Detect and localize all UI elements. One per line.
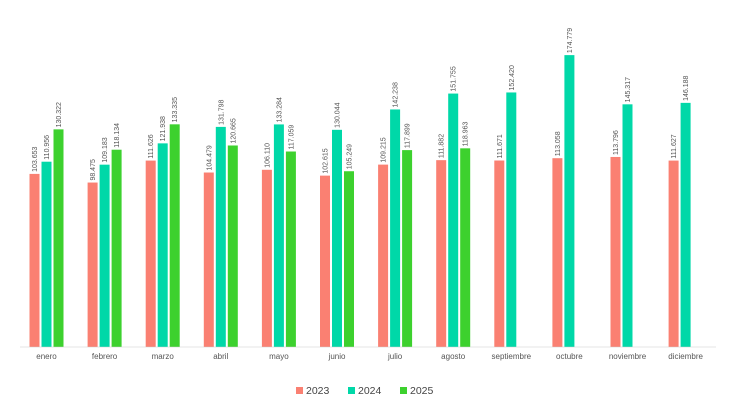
value-label-2025-enero: 130.322 (56, 102, 63, 127)
bar-2024-mayo (273, 124, 284, 348)
x-tick-label-marzo: marzo (152, 352, 175, 361)
value-label-2023-febrero: 98.475 (90, 159, 97, 181)
value-label-2025-febrero: 118.134 (114, 123, 121, 148)
bar-2024-noviembre (622, 104, 633, 347)
bar-2025-febrero (111, 149, 122, 347)
value-label-2023-enero: 103.653 (32, 146, 39, 171)
x-axis-labels: enero febrero marzo abril mayo junio julio agos… (36, 352, 703, 361)
value-label-2024-agosto: 151.755 (451, 66, 458, 91)
x-tick-label-abril: abril (213, 352, 228, 361)
bar-2023-agosto (436, 160, 447, 347)
legend-label-2023: 2023 (306, 385, 330, 397)
bar-2023-diciembre (668, 160, 679, 347)
value-label-2025-julio: 117.899 (405, 123, 412, 148)
value-label-2024-abril: 131.798 (218, 99, 225, 124)
bar-2023-noviembre (610, 156, 621, 347)
bar-2024-octubre (564, 55, 575, 347)
value-label-2023-julio: 109.215 (381, 137, 388, 162)
value-label-2024-septiembre: 152.420 (509, 65, 516, 90)
value-label-2025-abril: 120.665 (230, 118, 237, 143)
value-label-2024-julio: 142.238 (393, 82, 400, 107)
legend-label-2024: 2024 (358, 385, 382, 397)
bar-2024-junio (332, 129, 342, 347)
value-label-2023-octubre: 113.058 (555, 131, 562, 156)
x-tick-label-febrero: febrero (92, 352, 118, 361)
legend-swatch-2025 (400, 387, 407, 394)
bar-2024-agosto (448, 93, 459, 347)
value-labels-group: 103.653 110.956 130.322 98.475 109.183 118.13… (32, 28, 690, 181)
value-label-2023-abril: 104.479 (206, 145, 213, 170)
bar-2025-marzo (169, 124, 180, 347)
bar-2024-enero (41, 161, 52, 347)
bar-2023-mayo (261, 169, 272, 347)
value-label-2025-marzo: 133.335 (172, 97, 179, 122)
value-label-2025-agosto: 118.963 (463, 121, 470, 146)
value-label-2024-enero: 110.956 (44, 135, 51, 160)
value-label-2023-marzo: 111.626 (148, 134, 155, 158)
x-tick-label-diciembre: diciembre (668, 352, 703, 361)
value-label-2025-mayo: 117.059 (288, 125, 295, 150)
x-tick-label-mayo: mayo (269, 352, 289, 361)
value-label-2025-junio: 105.249 (347, 144, 354, 169)
value-label-2023-diciembre: 111.627 (671, 134, 678, 158)
bar-2023-septiembre (494, 160, 505, 347)
value-label-2023-mayo: 106.110 (264, 143, 271, 168)
bar-2025-junio (344, 171, 354, 347)
bars-group (29, 55, 691, 348)
bar-2024-diciembre (680, 102, 691, 347)
bar-2023-enero (29, 173, 40, 347)
bar-2025-mayo (285, 151, 296, 347)
bar-2023-febrero (87, 182, 98, 347)
bar-2025-enero (53, 129, 64, 347)
bar-2023-junio (320, 175, 330, 347)
value-label-2023-septiembre: 111.671 (497, 134, 504, 158)
legend-swatch-2023 (296, 387, 303, 394)
legend: 2023 2024 2025 (296, 385, 434, 397)
x-tick-label-agosto: agosto (441, 352, 466, 361)
bar-2023-octubre (552, 158, 563, 347)
value-label-2024-diciembre: 146.188 (683, 75, 690, 100)
x-tick-label-julio: julio (387, 352, 403, 361)
value-label-2024-noviembre: 145.317 (625, 77, 632, 102)
x-tick-label-septiembre: septiembre (492, 352, 532, 361)
legend-swatch-2024 (348, 387, 355, 394)
value-label-2024-junio: 130.044 (335, 102, 342, 127)
value-label-2024-octubre: 174.779 (567, 28, 574, 53)
bar-2023-marzo (145, 160, 156, 347)
bar-2024-marzo (157, 143, 168, 347)
bar-2023-abril (203, 172, 214, 347)
value-label-2024-febrero: 109.183 (102, 137, 109, 162)
bar-2024-abril (215, 126, 226, 347)
x-tick-label-enero: enero (36, 352, 57, 361)
value-label-2023-noviembre: 113.796 (613, 130, 620, 155)
x-tick-label-junio: junio (328, 352, 346, 361)
bar-2025-julio (402, 150, 413, 347)
bar-2023-julio (378, 164, 389, 347)
value-label-2024-mayo: 133.284 (276, 97, 283, 122)
x-tick-label-octubre: octubre (556, 352, 583, 361)
bar-2025-abril (227, 145, 238, 347)
legend-label-2025: 2025 (410, 385, 434, 397)
bar-2024-septiembre (506, 92, 517, 347)
value-label-2024-marzo: 121.938 (160, 116, 167, 141)
bar-2024-febrero (99, 164, 110, 347)
bar-2025-agosto (460, 148, 471, 347)
x-tick-label-noviembre: noviembre (609, 352, 647, 361)
bar-2024-julio (390, 109, 401, 347)
value-label-2023-agosto: 111.882 (439, 134, 446, 158)
value-label-2023-junio: 102.615 (323, 148, 330, 173)
